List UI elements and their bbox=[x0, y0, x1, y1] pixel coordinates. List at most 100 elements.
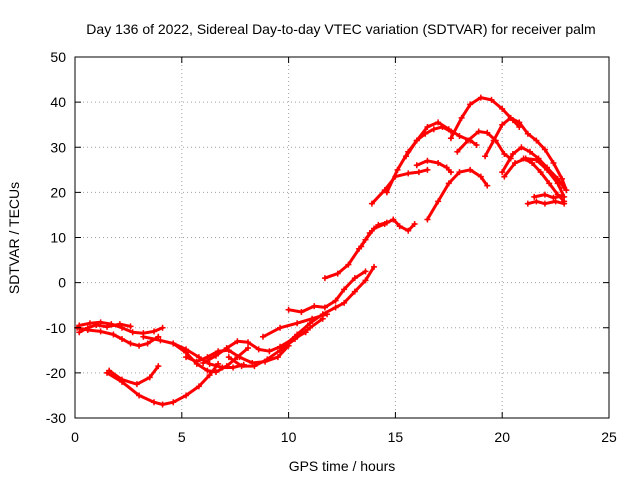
series-line bbox=[532, 193, 564, 200]
y-tick-label: 50 bbox=[50, 49, 66, 65]
data-point bbox=[533, 198, 540, 205]
data-point bbox=[456, 169, 463, 176]
data-point bbox=[424, 166, 431, 173]
series-line bbox=[105, 362, 220, 406]
x-axis-label: GPS time / hours bbox=[289, 458, 396, 474]
data-point bbox=[546, 180, 553, 187]
x-tick-label: 25 bbox=[601, 429, 617, 445]
data-point bbox=[127, 340, 134, 347]
data-point bbox=[277, 347, 284, 354]
x-tick-label: 10 bbox=[281, 429, 297, 445]
data-point bbox=[531, 193, 538, 200]
data-point bbox=[430, 126, 437, 133]
data-point bbox=[155, 363, 162, 370]
data-point bbox=[394, 166, 401, 173]
data-point bbox=[524, 200, 531, 207]
data-point bbox=[319, 311, 326, 318]
data-point bbox=[467, 101, 474, 108]
data-point bbox=[501, 173, 508, 180]
data-point bbox=[501, 151, 508, 158]
data-point bbox=[206, 360, 213, 367]
data-point bbox=[264, 356, 271, 363]
data-point bbox=[443, 164, 450, 171]
data-point bbox=[200, 359, 207, 366]
data-point bbox=[104, 323, 111, 330]
data-point bbox=[456, 132, 463, 139]
data-point bbox=[447, 135, 454, 142]
data-point bbox=[529, 160, 536, 167]
data-point bbox=[230, 364, 237, 371]
data-point bbox=[159, 401, 166, 408]
data-point bbox=[321, 304, 328, 311]
data-point bbox=[129, 329, 136, 336]
data-point bbox=[396, 223, 403, 230]
data-point bbox=[499, 105, 506, 112]
data-point bbox=[225, 354, 232, 361]
x-tick-label: 20 bbox=[494, 429, 510, 445]
data-point bbox=[118, 376, 125, 383]
data-point bbox=[345, 261, 352, 268]
series-arc-20 bbox=[424, 166, 491, 223]
data-point bbox=[183, 392, 190, 399]
series-arc-16 bbox=[368, 166, 431, 207]
data-point bbox=[559, 192, 566, 199]
series-line bbox=[171, 342, 250, 374]
data-point bbox=[76, 329, 83, 336]
data-point bbox=[490, 137, 497, 144]
data-point bbox=[351, 275, 358, 282]
data-point bbox=[533, 156, 540, 163]
data-point bbox=[341, 286, 348, 293]
data-point bbox=[321, 275, 328, 282]
data-point bbox=[351, 288, 358, 295]
axis-ticks: 0 5 10 15 20 25 -30 -20 -10 0 10 20 30 40 50 bbox=[46, 49, 617, 445]
data-point bbox=[484, 129, 491, 136]
data-point bbox=[151, 328, 158, 335]
data-point bbox=[298, 308, 305, 315]
data-point bbox=[488, 96, 495, 103]
data-point bbox=[136, 342, 143, 349]
data-point bbox=[550, 160, 557, 167]
data-point bbox=[93, 322, 100, 329]
data-point bbox=[526, 148, 533, 155]
data-point bbox=[516, 119, 523, 126]
data-point bbox=[195, 383, 202, 390]
data-point bbox=[518, 144, 525, 151]
data-point bbox=[477, 94, 484, 101]
series-arc-27 bbox=[524, 198, 568, 207]
data-point bbox=[424, 157, 431, 164]
data-point bbox=[475, 128, 482, 135]
data-point bbox=[110, 331, 117, 338]
data-point bbox=[435, 160, 442, 167]
y-tick-label: -20 bbox=[46, 365, 66, 381]
series-arc-5 bbox=[106, 363, 162, 388]
data-point bbox=[334, 270, 341, 277]
data-point bbox=[341, 299, 348, 306]
data-point bbox=[238, 363, 245, 370]
data-point bbox=[413, 162, 420, 169]
series-arc-15 bbox=[358, 219, 390, 250]
series-line bbox=[107, 364, 160, 386]
data-point bbox=[159, 324, 166, 331]
data-point bbox=[415, 169, 422, 176]
data-point bbox=[245, 339, 252, 346]
series-line bbox=[500, 145, 566, 190]
data-point bbox=[467, 166, 474, 173]
data-point bbox=[144, 340, 151, 347]
data-point bbox=[245, 345, 252, 352]
series-arc-25 bbox=[501, 155, 568, 200]
data-point bbox=[133, 381, 140, 388]
data-point bbox=[482, 153, 489, 160]
data-point bbox=[358, 243, 365, 250]
data-point bbox=[435, 198, 442, 205]
data-point bbox=[561, 200, 568, 207]
data-point bbox=[236, 354, 243, 361]
data-point bbox=[251, 363, 258, 370]
data-point bbox=[561, 184, 568, 191]
y-tick-label: 0 bbox=[58, 275, 66, 291]
data-point bbox=[223, 345, 230, 352]
series-line bbox=[323, 217, 417, 280]
data-point bbox=[447, 169, 454, 176]
data-point bbox=[424, 123, 431, 130]
series-line bbox=[184, 344, 291, 365]
data-point bbox=[509, 151, 516, 158]
